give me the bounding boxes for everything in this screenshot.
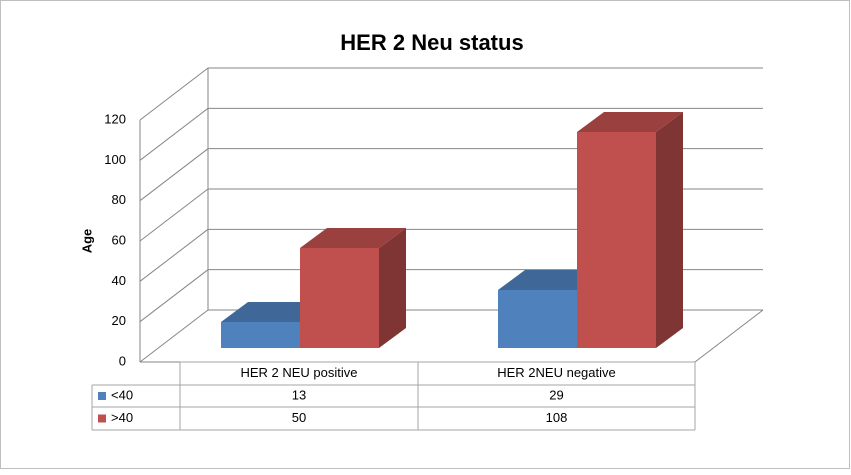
grid-line [139, 107, 209, 161]
legend-label: >40 [111, 410, 133, 425]
legend-swatch [98, 414, 106, 423]
table-header: HER 2 NEU positive [240, 365, 357, 380]
grid-line [139, 309, 209, 363]
table-header: HER 2NEU negative [497, 365, 616, 380]
y-axis-label: Age [79, 229, 94, 254]
y-tick-label: 20 [112, 313, 126, 328]
y-tick-label: 80 [112, 192, 126, 207]
grid-line [139, 148, 209, 202]
bar-side [379, 228, 406, 348]
legend-swatch [98, 392, 106, 400]
bar [300, 248, 379, 348]
y-tick-label: 120 [104, 111, 126, 126]
bar [221, 322, 300, 348]
table-value: 13 [292, 387, 306, 402]
grid-line [139, 67, 209, 121]
y-tick-label: 0 [119, 353, 126, 368]
legend-label: <40 [111, 387, 133, 402]
bar-top [577, 112, 683, 132]
table-value: 29 [549, 387, 563, 402]
table-value: 108 [546, 410, 568, 425]
table-value: 50 [292, 410, 306, 425]
chart-title: HER 2 Neu status [340, 30, 523, 55]
grid-line [139, 228, 209, 282]
bar [577, 132, 656, 348]
bar [498, 290, 577, 348]
y-tick-label: 100 [104, 152, 126, 167]
y-tick-label: 40 [112, 273, 126, 288]
floor-edge [694, 309, 764, 363]
bar-side [656, 112, 683, 348]
grid-line [139, 269, 209, 323]
y-tick-label: 60 [112, 232, 126, 247]
grid-line [139, 188, 209, 242]
bar-top [300, 228, 406, 248]
